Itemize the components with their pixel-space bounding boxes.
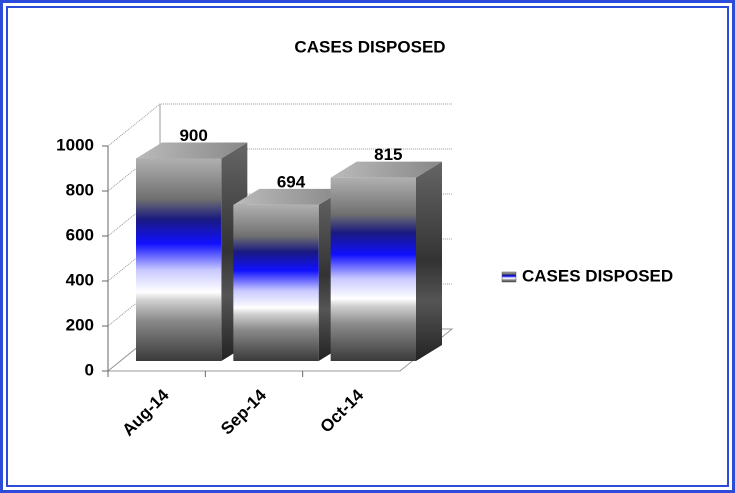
y-tick-label: 0 <box>85 360 94 379</box>
grid-line <box>107 103 452 147</box>
bar-front <box>330 177 416 361</box>
bar-top <box>233 188 345 205</box>
value-label: 815 <box>374 145 402 164</box>
chart-title: CASES DISPOSED <box>294 37 445 56</box>
bar <box>233 188 345 361</box>
y-tick-label: 800 <box>66 180 94 199</box>
bar-front <box>136 158 222 361</box>
y-tick-label: 1000 <box>56 135 94 154</box>
y-tick-label: 600 <box>66 225 94 244</box>
bar-top <box>136 142 248 159</box>
y-tick-label: 200 <box>66 315 94 334</box>
y-tick-label: 400 <box>66 270 94 289</box>
inner-frame <box>6 6 729 487</box>
legend-swatch <box>501 271 517 283</box>
legend-label: CASES DISPOSED <box>522 266 673 285</box>
value-label: 694 <box>277 172 306 191</box>
bar-side <box>416 161 442 361</box>
bar <box>136 142 248 361</box>
bar-top <box>330 161 442 178</box>
bar-front <box>233 204 319 361</box>
bar <box>330 161 442 361</box>
value-label: 900 <box>179 126 207 145</box>
